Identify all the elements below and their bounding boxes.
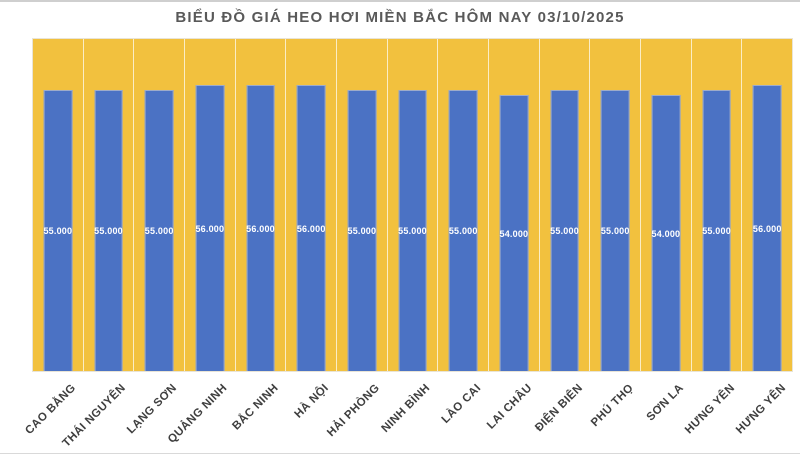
bar: 55.000 — [347, 90, 377, 371]
bar-value-label: 54.000 — [499, 228, 529, 239]
bar-column: 55.000 — [438, 39, 490, 371]
bar: 55.000 — [43, 90, 73, 371]
x-axis-label: PHÚ THỌ — [588, 382, 636, 430]
x-axis-label: SƠN LA — [645, 382, 687, 424]
x-axis-label: ĐIỆN BIÊN — [533, 382, 586, 435]
bar-value-label: 55.000 — [550, 226, 579, 236]
bar-value-label: 56.000 — [195, 223, 225, 234]
bar: 55.000 — [398, 90, 427, 371]
x-axis-label: HƯNG YÊN — [682, 382, 738, 437]
bar: 55.000 — [702, 90, 731, 371]
bar: 54.000 — [499, 95, 529, 371]
bar-column: 55.000 — [692, 39, 743, 371]
bar-column: 55.000 — [33, 39, 84, 371]
x-axis-label: BẮC NINH — [230, 382, 281, 433]
bar-value-label: 55.000 — [702, 226, 731, 236]
bar-column: 55.000 — [540, 39, 591, 371]
x-axis-label: LÀO CAI — [439, 382, 484, 426]
bar-value-label: 56.000 — [296, 223, 326, 234]
x-axis-label: LẠNG SƠN — [125, 382, 180, 437]
bar-value-label: 55.000 — [600, 226, 630, 236]
bar: 55.000 — [94, 90, 123, 371]
bar: 55.000 — [448, 90, 478, 371]
bar-column: 56.000 — [185, 39, 236, 371]
bar-value-label: 55.000 — [398, 226, 427, 236]
x-axis-label: NINH BÌNH — [379, 382, 433, 436]
x-axis-label: CAO BẰNG — [22, 382, 78, 438]
bar-column: 55.000 — [337, 39, 388, 371]
bar-value-label: 56.000 — [246, 223, 275, 234]
bar-column: 56.000 — [286, 39, 338, 371]
plot-area: 55.000 55.000 55.000 56.000 56.000 56.000 55.0… — [32, 38, 793, 372]
bar-column: 55.000 — [388, 39, 439, 371]
bar-value-label: 55.000 — [43, 226, 73, 236]
x-axis-label: LAI CHÂU — [484, 382, 535, 432]
bar: 55.000 — [550, 90, 579, 371]
bar-value-label: 54.000 — [651, 228, 681, 239]
bar: 54.000 — [651, 95, 681, 371]
bar-value-label: 55.000 — [347, 226, 377, 236]
bar-value-label: 55.000 — [448, 226, 478, 236]
bar: 56.000 — [752, 85, 782, 371]
chart-title: BIỂU ĐỒ GIÁ HEO HƠI MIỀN BẮC HÔM NAY 03/… — [175, 9, 625, 26]
bar: 55.000 — [144, 90, 174, 371]
bar-column: 56.000 — [742, 39, 792, 371]
bar-value-label: 56.000 — [752, 223, 782, 234]
bar-column: 54.000 — [641, 39, 692, 371]
bottom-divider — [0, 453, 800, 454]
x-axis-label: HẢI PHÒNG — [325, 382, 383, 440]
bar-column: 54.000 — [489, 39, 540, 371]
x-axis-labels: CAO BẰNG THÁI NGUYÊN LẠNG SƠN QUẢNG NINH BẮC… — [23, 374, 793, 453]
top-divider — [0, 0, 800, 2]
bar-column: 56.000 — [236, 39, 287, 371]
bar: 55.000 — [600, 90, 630, 371]
bar-column: 55.000 — [134, 39, 186, 371]
bar: 56.000 — [296, 85, 326, 371]
bar-value-label: 55.000 — [144, 226, 174, 236]
bar: 56.000 — [195, 85, 225, 371]
x-axis-label: HÀ NỘI — [292, 382, 332, 421]
bar-column: 55.000 — [590, 39, 642, 371]
bar: 56.000 — [246, 85, 275, 371]
bar-value-label: 55.000 — [94, 226, 123, 236]
bar-column: 55.000 — [84, 39, 135, 371]
x-axis-label: HƯNG YÊN — [733, 382, 789, 437]
